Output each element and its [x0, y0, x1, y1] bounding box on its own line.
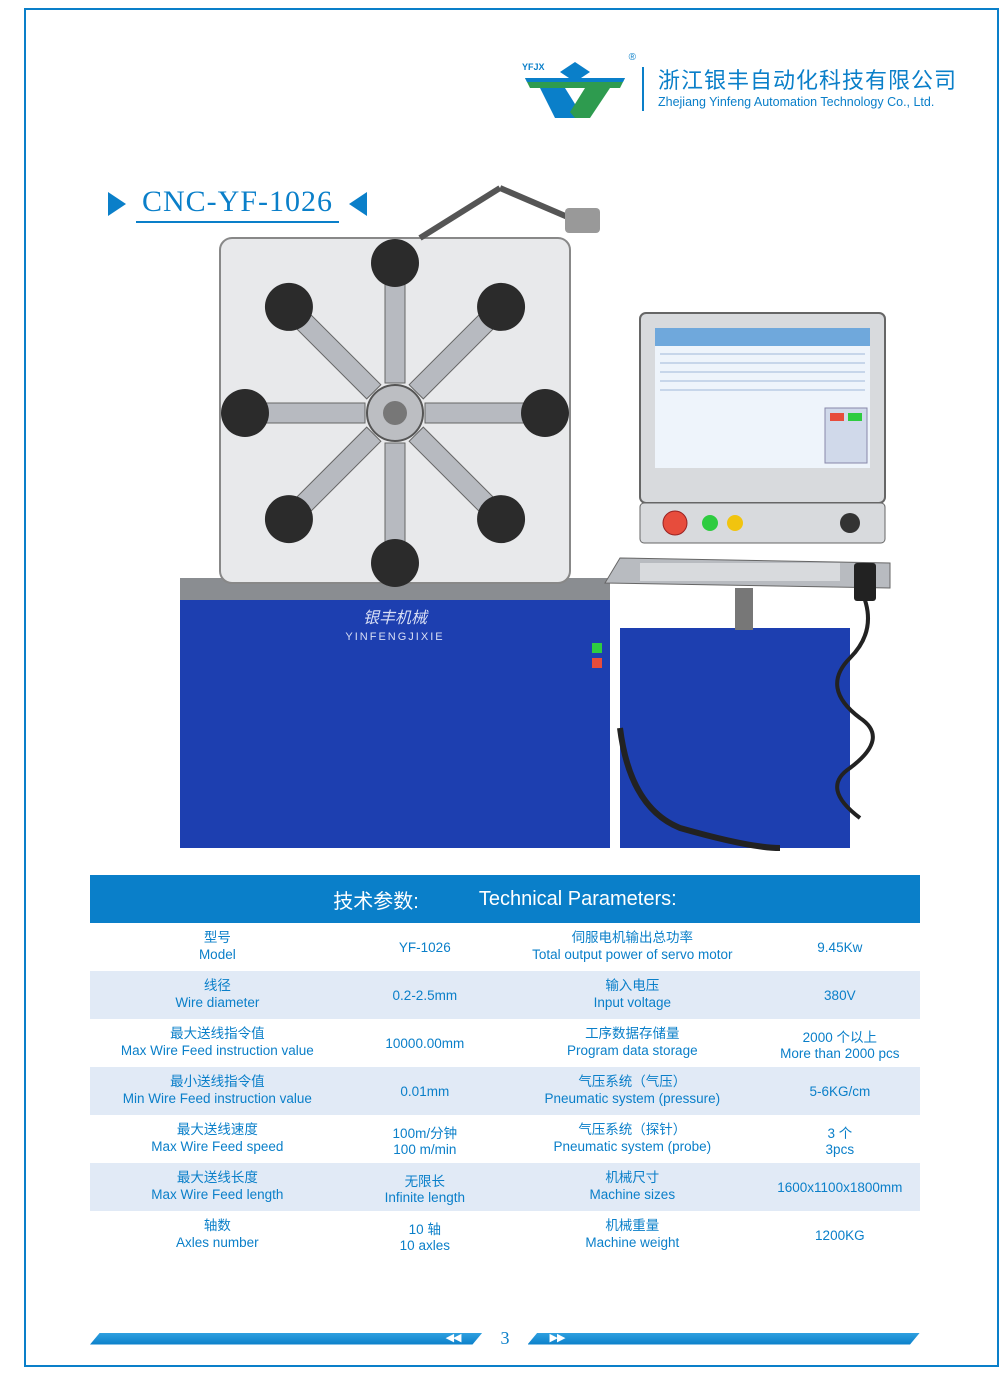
table-row: 最小送线指令值Min Wire Feed instruction value0.… — [90, 1067, 920, 1115]
table-row: 型号ModelYF-1026伺服电机输出总功率Total output powe… — [90, 923, 920, 971]
footer-bar-right: ▶▶ — [528, 1333, 921, 1345]
table-row: 最大送线指令值Max Wire Feed instruction value10… — [90, 1019, 920, 1067]
param-value: 2000 个以上More than 2000 pcs — [760, 1019, 920, 1067]
machine-brand-en: YINFENGJIXIE — [345, 631, 444, 643]
param-value: 5-6KG/cm — [760, 1067, 920, 1115]
page-footer: ◀◀ 3 ▶▶ — [90, 1328, 920, 1349]
param-label: 伺服电机输出总功率Total output power of servo mot… — [505, 923, 760, 971]
company-name-en: Zhejiang Yinfeng Automation Technology C… — [658, 95, 957, 111]
table-header-cn: 技术参数: — [333, 885, 419, 914]
param-value: 3 个3pcs — [760, 1115, 920, 1163]
param-label: 气压系统（探针）Pneumatic system (probe) — [505, 1115, 760, 1163]
company-logo: YFJX ® — [520, 60, 630, 118]
param-label: 轴数Axles number — [90, 1211, 345, 1259]
param-value: 10 轴10 axles — [345, 1211, 505, 1259]
param-label: 最小送线指令值Min Wire Feed instruction value — [90, 1067, 345, 1115]
param-label: 机械尺寸Machine sizes — [505, 1163, 760, 1211]
table-row: 最大送线速度Max Wire Feed speed100m/分钟100 m/mi… — [90, 1115, 920, 1163]
param-label: 线径Wire diameter — [90, 971, 345, 1019]
param-value: 380V — [760, 971, 920, 1019]
param-value: YF-1026 — [345, 923, 505, 971]
table-row: 线径Wire diameter0.2-2.5mm输入电压Input voltag… — [90, 971, 920, 1019]
param-label: 输入电压Input voltage — [505, 971, 760, 1019]
footer-bar-left: ◀◀ — [90, 1333, 483, 1345]
machine-image: 银丰机械 YINFENGJIXIE — [120, 168, 900, 858]
machine-brand-cn: 银丰机械 — [363, 609, 429, 627]
footer-arrows-left: ◀◀ — [446, 1331, 461, 1344]
param-value: 100m/分钟100 m/min — [345, 1115, 505, 1163]
param-value: 0.01mm — [345, 1067, 505, 1115]
page-number: 3 — [483, 1328, 528, 1349]
table-header-row: 技术参数: Technical Parameters: — [90, 875, 920, 923]
param-value: 0.2-2.5mm — [345, 971, 505, 1019]
param-value: 1200KG — [760, 1211, 920, 1259]
param-value: 9.45Kw — [760, 923, 920, 971]
param-value: 10000.00mm — [345, 1019, 505, 1067]
param-label: 最大送线长度Max Wire Feed length — [90, 1163, 345, 1211]
table-row: 轴数Axles number10 轴10 axles机械重量Machine we… — [90, 1211, 920, 1259]
header: YFJX ® 浙江银丰自动化科技有限公司 Zhejiang Yinfeng Au… — [520, 60, 957, 118]
table-row: 最大送线长度Max Wire Feed length无限长Infinite le… — [90, 1163, 920, 1211]
param-label: 最大送线速度Max Wire Feed speed — [90, 1115, 345, 1163]
footer-arrows-right: ▶▶ — [550, 1331, 565, 1344]
technical-parameters-table: 技术参数: Technical Parameters: 型号ModelYF-10… — [90, 875, 920, 1259]
param-value: 1600x1100x1800mm — [760, 1163, 920, 1211]
param-label: 最大送线指令值Max Wire Feed instruction value — [90, 1019, 345, 1067]
table-header-en: Technical Parameters: — [479, 888, 677, 911]
param-label: 机械重量Machine weight — [505, 1211, 760, 1259]
registered-mark: ® — [629, 52, 636, 63]
param-label: 型号Model — [90, 923, 345, 971]
company-name-block: 浙江银丰自动化科技有限公司 Zhejiang Yinfeng Automatio… — [642, 67, 957, 110]
param-label: 气压系统（气压）Pneumatic system (pressure) — [505, 1067, 760, 1115]
company-name-cn: 浙江银丰自动化科技有限公司 — [658, 67, 957, 95]
param-value: 无限长Infinite length — [345, 1163, 505, 1211]
logo-small-text: YFJX — [522, 62, 545, 72]
param-label: 工序数据存储量Program data storage — [505, 1019, 760, 1067]
